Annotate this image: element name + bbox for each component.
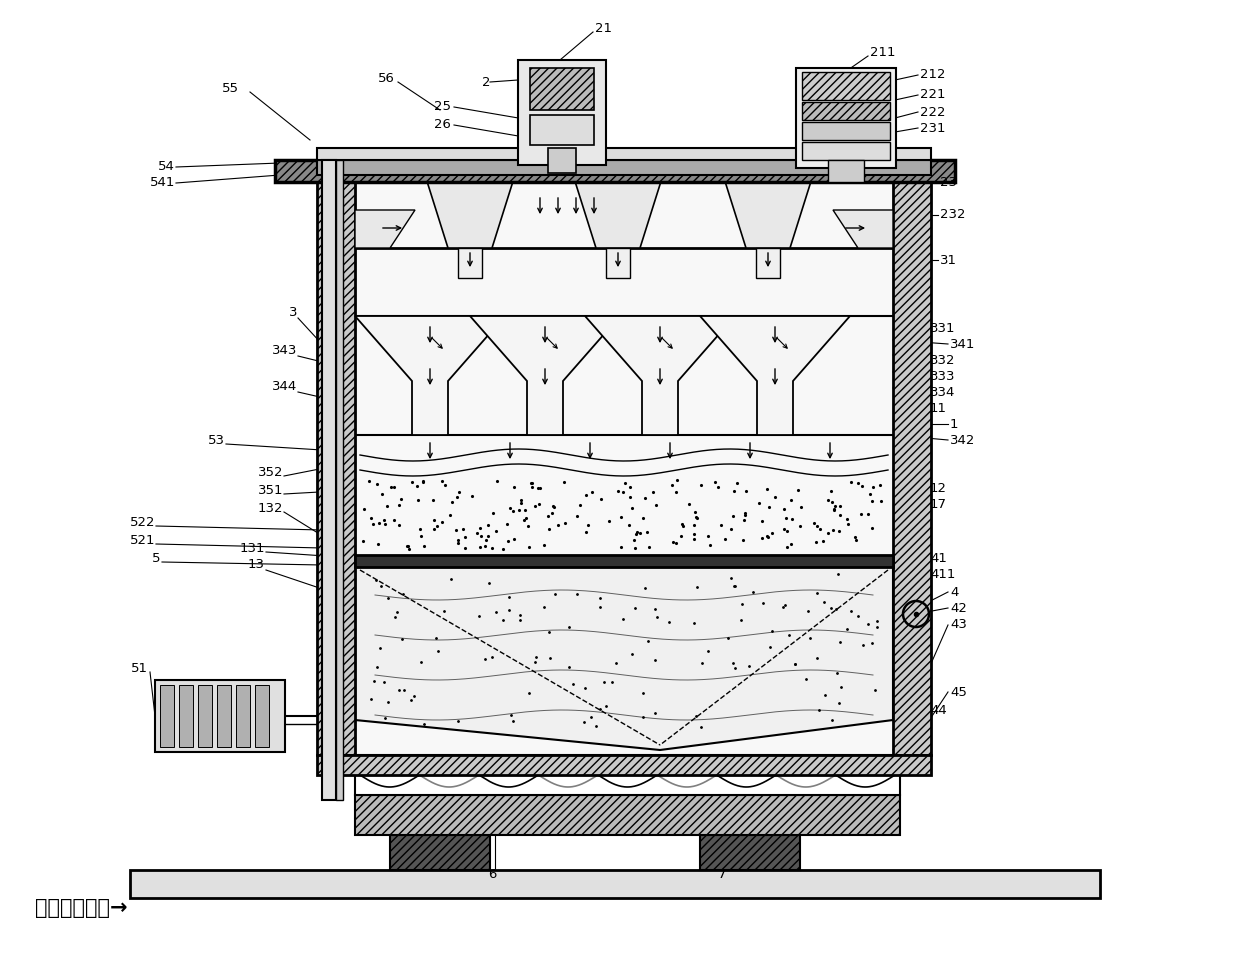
Bar <box>336 160 343 800</box>
Text: 342: 342 <box>950 433 976 447</box>
Bar <box>893 175 931 755</box>
Text: 21: 21 <box>595 21 613 35</box>
Text: 332: 332 <box>930 354 956 366</box>
Text: 4: 4 <box>950 586 959 598</box>
Bar <box>802 72 890 100</box>
Text: 23: 23 <box>940 176 957 190</box>
Bar <box>529 115 594 145</box>
Bar <box>548 148 577 173</box>
Bar <box>529 68 594 110</box>
Polygon shape <box>470 316 620 435</box>
Bar <box>355 555 893 567</box>
Text: 334: 334 <box>930 386 955 399</box>
Text: 5: 5 <box>151 551 160 565</box>
Text: 13: 13 <box>248 558 265 572</box>
Text: 2: 2 <box>482 76 491 88</box>
Text: 131: 131 <box>239 542 265 554</box>
Text: 41: 41 <box>930 551 947 565</box>
Polygon shape <box>723 175 813 248</box>
Text: 521: 521 <box>129 533 155 547</box>
Text: 55: 55 <box>222 82 239 95</box>
Polygon shape <box>355 316 505 435</box>
Text: 222: 222 <box>920 105 945 119</box>
Text: 7: 7 <box>718 869 727 881</box>
Polygon shape <box>833 210 893 248</box>
Text: 333: 333 <box>930 369 956 383</box>
Text: 221: 221 <box>920 88 945 102</box>
Bar <box>355 795 900 835</box>
Text: 56: 56 <box>378 72 394 84</box>
Text: 211: 211 <box>870 45 895 58</box>
Text: 53: 53 <box>208 433 224 447</box>
Bar <box>802 142 890 160</box>
Bar <box>275 160 955 182</box>
Bar <box>217 685 231 747</box>
Text: 54: 54 <box>159 160 175 174</box>
Bar <box>317 175 355 755</box>
Text: 541: 541 <box>150 176 175 190</box>
Text: 31: 31 <box>940 253 957 267</box>
Bar <box>317 148 931 160</box>
Text: 344: 344 <box>272 380 298 392</box>
Bar <box>155 680 285 752</box>
Text: 411: 411 <box>930 569 955 581</box>
Text: 17: 17 <box>930 499 947 511</box>
Text: 331: 331 <box>930 321 956 335</box>
Text: 43: 43 <box>950 619 967 631</box>
Polygon shape <box>355 210 415 248</box>
Text: 212: 212 <box>920 68 945 82</box>
Bar <box>701 835 800 870</box>
Text: 522: 522 <box>129 516 155 528</box>
Text: 砂浆移动方向→: 砂浆移动方向→ <box>35 898 128 918</box>
Bar <box>236 685 250 747</box>
Polygon shape <box>585 316 735 435</box>
Bar <box>355 175 893 755</box>
Bar <box>317 160 931 175</box>
Text: 341: 341 <box>950 338 976 350</box>
Text: 231: 231 <box>920 122 945 134</box>
Bar <box>606 248 630 278</box>
Text: 44: 44 <box>930 704 947 716</box>
Bar <box>179 685 193 747</box>
Text: 51: 51 <box>131 662 148 674</box>
Bar <box>317 755 931 775</box>
Bar <box>802 102 890 120</box>
Bar <box>796 68 897 168</box>
Text: 343: 343 <box>272 343 298 357</box>
Bar <box>160 685 174 747</box>
Text: 232: 232 <box>940 208 966 222</box>
Polygon shape <box>425 175 515 248</box>
Bar <box>802 122 890 140</box>
Bar <box>130 870 1100 898</box>
Text: 6: 6 <box>489 869 496 881</box>
Polygon shape <box>573 175 663 248</box>
Text: 26: 26 <box>434 119 451 131</box>
Bar <box>255 685 269 747</box>
Text: 42: 42 <box>950 601 967 615</box>
Bar <box>828 160 864 182</box>
Polygon shape <box>355 567 893 750</box>
Bar <box>756 248 780 278</box>
Text: 11: 11 <box>930 402 947 414</box>
Text: 25: 25 <box>434 101 451 113</box>
Text: 132: 132 <box>258 502 283 514</box>
Bar <box>518 60 606 165</box>
Text: 1: 1 <box>950 417 959 431</box>
Bar <box>458 248 482 278</box>
Polygon shape <box>701 316 849 435</box>
Text: 351: 351 <box>258 483 283 497</box>
Text: 3: 3 <box>289 306 298 318</box>
Text: 12: 12 <box>930 481 947 495</box>
Bar <box>391 835 490 870</box>
Text: 352: 352 <box>258 465 283 479</box>
Bar <box>322 160 336 800</box>
Text: 45: 45 <box>950 686 967 698</box>
Bar <box>355 755 900 795</box>
Bar <box>198 685 212 747</box>
